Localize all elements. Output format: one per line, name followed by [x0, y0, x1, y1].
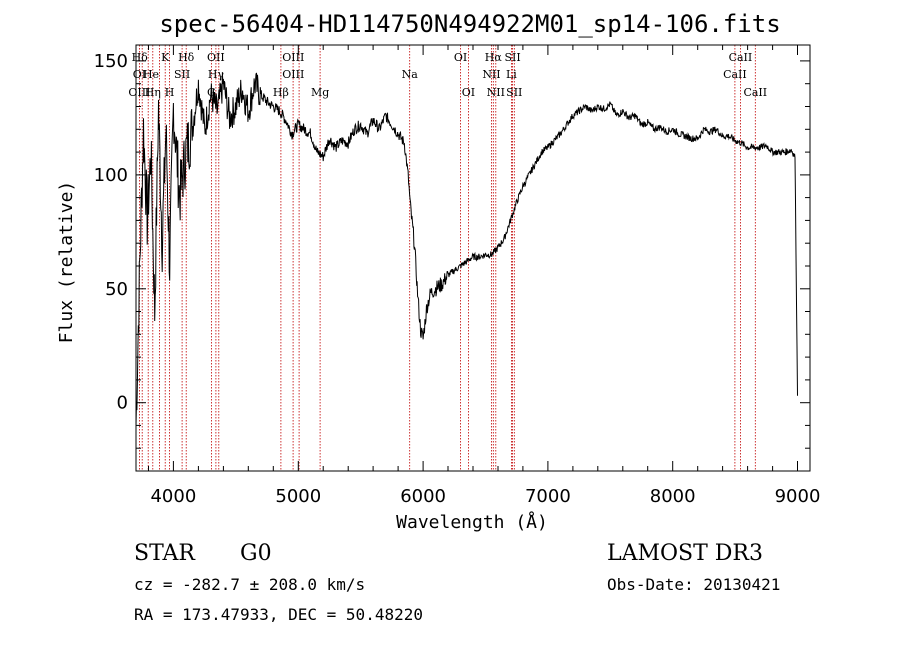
line-label: CaII: [723, 68, 747, 81]
chart-title: spec-56404-HD114750N494922M01_sp14-106.f…: [159, 10, 780, 38]
x-tick-label: 7000: [525, 486, 571, 507]
y-axis-ticks: 0 50 100 150: [94, 51, 810, 472]
line-label: SII: [506, 86, 522, 99]
line-label: Na: [402, 68, 419, 81]
y-axis-label: Flux (relative): [56, 181, 77, 344]
line-label: Hβ: [273, 86, 289, 99]
line-label: K: [161, 51, 170, 64]
line-label: OI: [454, 51, 467, 64]
x-axis-label: Wavelength (Å): [396, 511, 548, 533]
line-label: H: [165, 86, 175, 99]
line-label: SII: [174, 68, 190, 81]
line-label: NII: [487, 86, 505, 99]
line-label: Mg: [311, 86, 329, 99]
line-label: He: [143, 68, 159, 81]
line-label: Hδ: [178, 51, 195, 64]
line-label: Hα: [485, 51, 503, 64]
line-label: SII: [504, 51, 520, 64]
line-label: OIII: [282, 51, 304, 64]
object-subclass: G0: [240, 541, 272, 566]
emission-line-markers: [138, 45, 756, 471]
y-tick-label: 100: [94, 165, 128, 186]
x-tick-label: 9000: [775, 486, 821, 507]
x-tick-label: 5000: [275, 486, 321, 507]
spectrum-line: [135, 72, 798, 427]
line-label: Hη: [145, 86, 161, 99]
y-tick-label: 0: [117, 393, 128, 414]
object-class: STAR: [134, 541, 196, 566]
x-tick-label: 8000: [650, 486, 696, 507]
line-label: OI: [462, 86, 475, 99]
redshift-cz: cz = -282.7 ± 208.0 km/s: [134, 575, 365, 594]
x-tick-label: 4000: [150, 486, 196, 507]
survey-name: LAMOST DR3: [607, 541, 763, 566]
line-label: CaII: [729, 51, 753, 64]
y-tick-label: 50: [105, 279, 128, 300]
line-label: OIII: [282, 68, 304, 81]
x-tick-label: 6000: [400, 486, 446, 507]
coordinates: RA = 173.47933, DEC = 50.48220: [134, 605, 423, 624]
observation-date: Obs-Date: 20130421: [607, 575, 780, 594]
line-label: OIII: [128, 86, 150, 99]
line-label: OII: [207, 51, 225, 64]
x-axis-ticks: 4000 5000 6000 7000 8000 9000: [148, 45, 821, 507]
line-label: Hδ: [132, 51, 149, 64]
line-label: CaII: [743, 86, 767, 99]
line-label: Li: [506, 68, 517, 81]
y-tick-label: 150: [94, 51, 128, 72]
line-label: Hγ: [208, 68, 225, 81]
line-label: NII: [482, 68, 500, 81]
